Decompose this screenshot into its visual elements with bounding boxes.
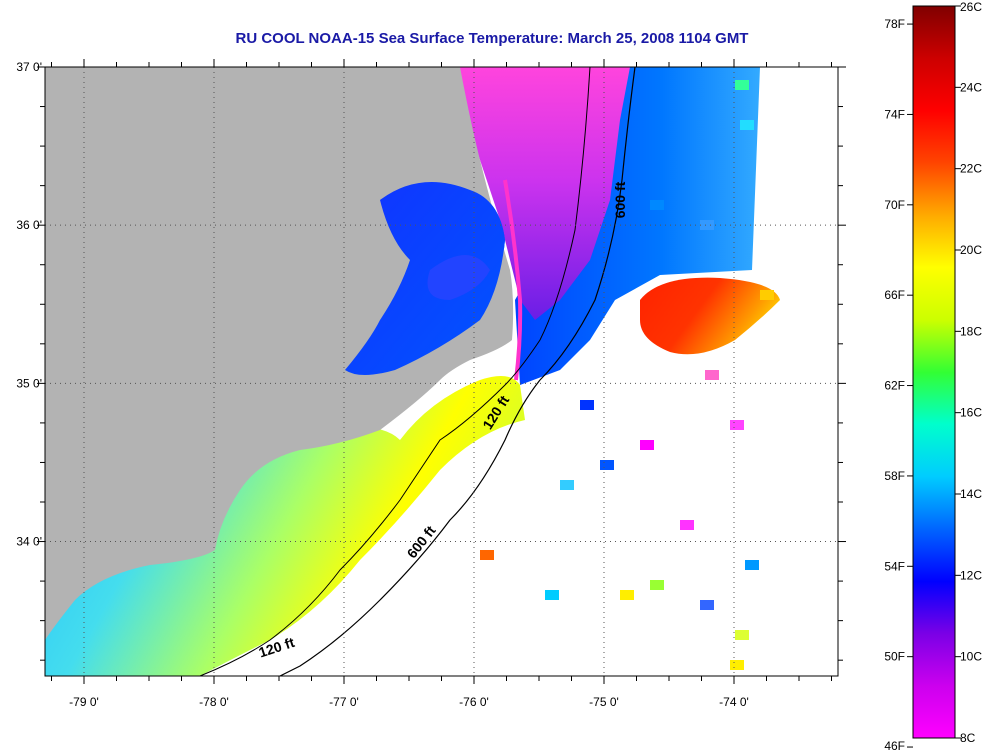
lon-tick-label: -74 0'	[719, 695, 749, 709]
celsius-label: 12C	[960, 568, 982, 582]
lon-tick-label: -77 0'	[329, 695, 359, 709]
cold-shelf-north	[515, 67, 760, 385]
cloud-gap-speckle	[620, 590, 634, 600]
cloud-gap-speckle	[735, 630, 749, 640]
outer-banks	[503, 179, 523, 381]
pamlico-sound-water	[345, 182, 505, 375]
lon-tick-label: -78 0'	[199, 695, 229, 709]
lat-tick-label: 35 0'	[16, 376, 42, 390]
celsius-label: 10C	[960, 650, 982, 664]
cloud-gap-speckle	[760, 290, 774, 300]
fahrenheit-label: 50F	[884, 650, 905, 664]
cloud-gap-speckle	[740, 120, 754, 130]
fahrenheit-label: 74F	[884, 107, 905, 121]
celsius-label: 16C	[960, 406, 982, 420]
isobath-120ft	[199, 67, 591, 676]
cloud-gap-speckle	[700, 600, 714, 610]
cloud-gap-speckle	[600, 460, 614, 470]
fahrenheit-label: 78F	[884, 17, 905, 31]
cloud-gap-speckle	[705, 370, 719, 380]
cloud-gap-speckle	[650, 200, 664, 210]
nearshore-cold-north	[455, 67, 630, 320]
map-title: RU COOL NOAA-15 Sea Surface Temperature:…	[235, 30, 749, 47]
fahrenheit-label: 62F	[884, 379, 905, 393]
fahrenheit-label: 54F	[884, 559, 905, 573]
cloud-gap-speckle	[560, 480, 574, 490]
cloud-gap-speckle	[735, 80, 749, 90]
fahrenheit-label: 58F	[884, 469, 905, 483]
lon-tick-label: -79 0'	[69, 695, 99, 709]
fahrenheit-label: 46F	[884, 739, 905, 753]
celsius-label: 8C	[960, 731, 976, 745]
albemarle-sound	[427, 255, 490, 300]
fahrenheit-label: 66F	[884, 288, 905, 302]
cloud-gap-speckle	[480, 550, 494, 560]
lon-tick-label: -76 0'	[459, 695, 489, 709]
gulf-stream	[640, 277, 780, 355]
cloud-gap-speckle	[730, 420, 744, 430]
shelf-water-south	[45, 376, 525, 676]
lon-tick-label: -75 0'	[589, 695, 619, 709]
celsius-label: 18C	[960, 324, 982, 338]
celsius-label: 14C	[960, 487, 982, 501]
cloud-gap-speckle	[650, 580, 664, 590]
isobath-label: 600 ft	[612, 181, 628, 218]
cloud-gap-speckle	[640, 440, 654, 450]
celsius-label: 20C	[960, 243, 982, 257]
celsius-label: 26C	[960, 0, 982, 14]
celsius-label: 24C	[960, 80, 982, 94]
cloud-gap-speckle	[700, 220, 714, 230]
lat-tick-label: 37 0'	[16, 60, 42, 74]
fahrenheit-label: 70F	[884, 198, 905, 212]
colorbar-scale	[912, 5, 956, 739]
isobath-600ft	[279, 67, 636, 676]
lat-tick-label: 36 0'	[16, 218, 42, 232]
cloud-gap-speckle	[745, 560, 759, 570]
celsius-label: 22C	[960, 162, 982, 176]
cloud-gap-speckle	[580, 400, 594, 410]
lat-tick-label: 34 0'	[16, 535, 42, 549]
map-axes: -79 0' -78 0' -77 0' -76 0' -75 0' -74 0' 37 0…	[16, 59, 846, 709]
cloud-gap-speckle	[545, 590, 559, 600]
cloud-gap-speckle	[730, 660, 744, 670]
cloud-gap-speckle	[680, 520, 694, 530]
